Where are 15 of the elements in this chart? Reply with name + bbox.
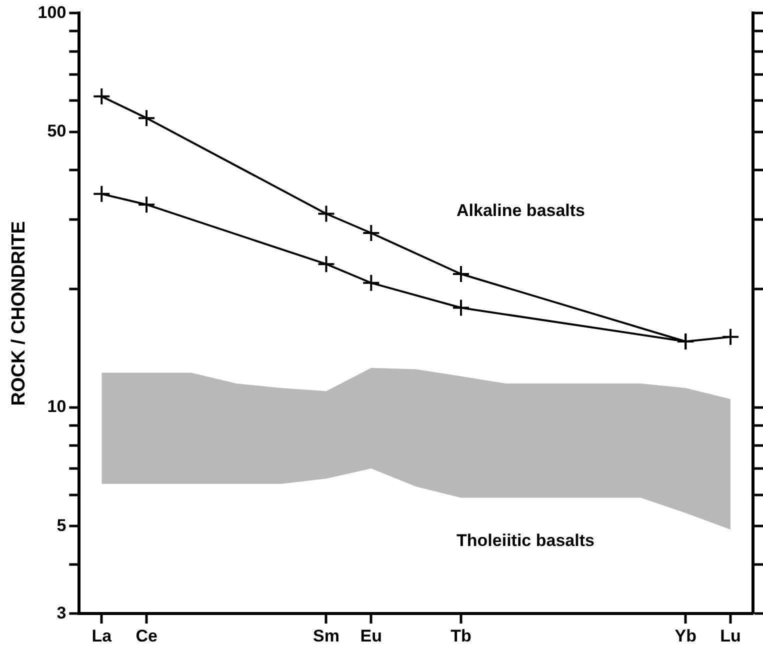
y-axis-title: ROCK / CHONDRITE: [8, 221, 30, 406]
y-tick-label: 100: [38, 2, 66, 22]
y-tick-label: 3: [56, 603, 66, 622]
y-tick-label: 5: [56, 516, 66, 535]
annotation: Tholeiitic basalts: [456, 531, 594, 550]
x-tick-label: Tb: [450, 626, 472, 646]
x-tick-label: Ce: [136, 626, 158, 646]
y-tick-label: 10: [47, 397, 66, 416]
x-tick-label: Sm: [313, 626, 340, 646]
x-tick-label: Lu: [720, 626, 741, 646]
annotation: Alkaline basalts: [456, 201, 586, 220]
x-tick-label: Eu: [360, 626, 382, 646]
x-tick-label: La: [92, 626, 112, 646]
x-tick-label: Yb: [674, 626, 696, 646]
y-tick-label: 50: [47, 122, 66, 141]
